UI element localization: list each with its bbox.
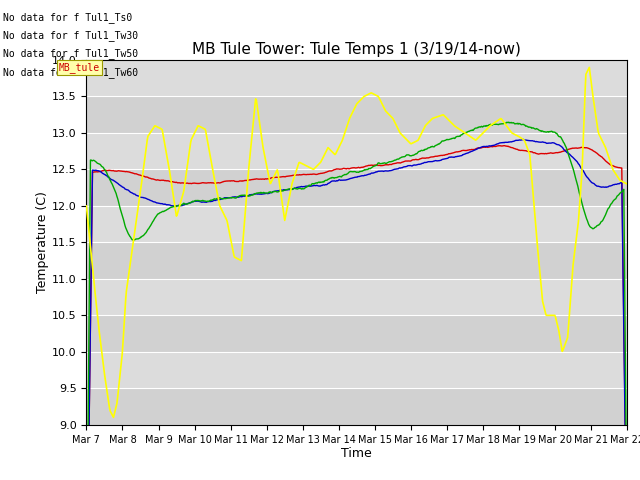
Bar: [86, 96, 627, 133]
Bar: [86, 169, 627, 206]
Text: No data for f Tul1_Tw60: No data for f Tul1_Tw60: [3, 67, 138, 78]
Text: No data for f Tul1_Ts0: No data for f Tul1_Ts0: [3, 12, 132, 23]
Text: No data for f Tul1_Tw50: No data for f Tul1_Tw50: [3, 48, 138, 60]
Bar: [86, 242, 627, 279]
Text: MB_tule: MB_tule: [59, 62, 100, 73]
Bar: [86, 315, 627, 352]
X-axis label: Time: Time: [341, 447, 372, 460]
Text: No data for f Tul1_Tw30: No data for f Tul1_Tw30: [3, 30, 138, 41]
Title: MB Tule Tower: Tule Temps 1 (3/19/14-now): MB Tule Tower: Tule Temps 1 (3/19/14-now…: [193, 42, 521, 58]
Bar: [86, 388, 627, 425]
Y-axis label: Temperature (C): Temperature (C): [36, 192, 49, 293]
